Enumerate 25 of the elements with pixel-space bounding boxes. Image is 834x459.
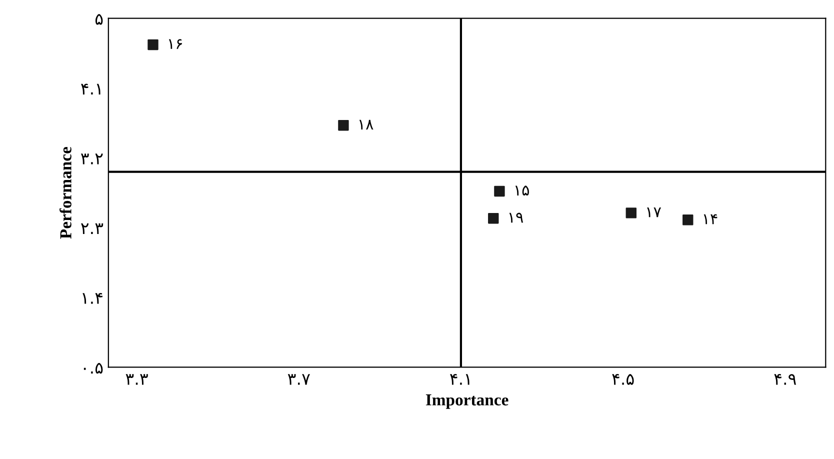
- y-tick-label: ۵: [95, 14, 103, 25]
- annotation: ۱۷: [647, 207, 662, 218]
- point: [338, 120, 349, 131]
- point: [626, 208, 637, 218]
- x-tick-label: ۴.۵: [612, 374, 634, 385]
- y-tick-label: ۳.۲: [80, 154, 103, 164]
- point: [682, 214, 694, 226]
- y-tick-label: ۱.۴: [82, 293, 102, 304]
- point: [488, 213, 499, 224]
- annotation: ۱۸: [359, 120, 374, 130]
- x-tick-label: ۴.۹: [774, 374, 796, 385]
- annotation: ۱۹: [509, 212, 524, 223]
- point: [494, 186, 505, 197]
- y-tick-label: ۴.۱: [81, 84, 100, 94]
- x-axis-title: Importance: [426, 394, 508, 409]
- annotation: ۱۵: [515, 186, 529, 196]
- annotation: ۱۶: [168, 39, 182, 49]
- y-tick-label: ۲.۳: [81, 223, 104, 234]
- x-tick-label: ۴.۱: [450, 374, 470, 385]
- y-axis-title: Performance: [60, 146, 72, 239]
- annotation: ۱۴: [704, 214, 718, 224]
- y-tick-label: ۰.۵: [84, 362, 103, 374]
- x-tick-label: ۳.۳: [126, 374, 148, 385]
- point: [148, 39, 158, 50]
- x-tick-label: ۳.۷: [288, 374, 310, 385]
